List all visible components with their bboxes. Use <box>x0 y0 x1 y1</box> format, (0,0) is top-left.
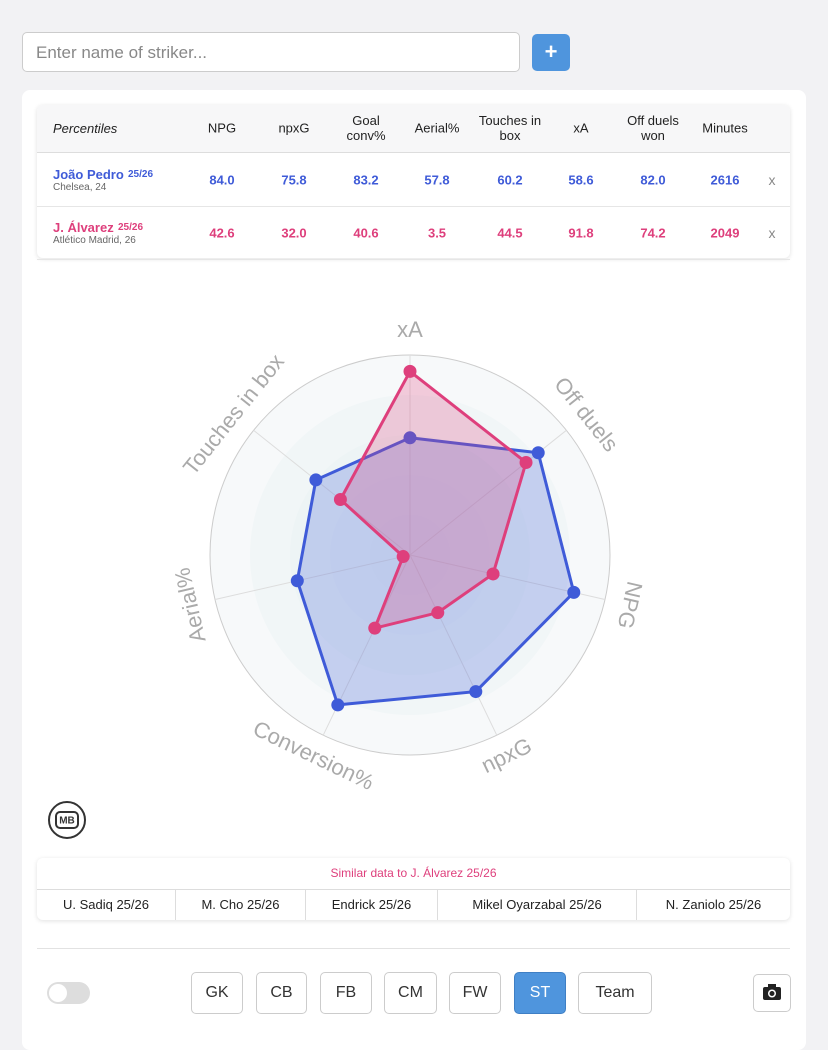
header-cell: Minutes <box>702 120 748 136</box>
series-point <box>309 473 323 487</box>
series-point <box>331 698 345 712</box>
table-value: 57.8 <box>424 172 450 188</box>
table-value: 44.5 <box>497 225 523 241</box>
toggle-knob <box>49 984 67 1002</box>
series-point <box>403 431 417 445</box>
header-cell: NPG <box>207 120 237 136</box>
series-area <box>295 436 576 707</box>
header-cell: Goal conv% <box>346 113 386 143</box>
table-value: 42.6 <box>209 225 235 241</box>
player-team: Atlético Madrid, 26 <box>53 235 136 246</box>
position-button[interactable]: FW <box>449 972 501 1014</box>
add-button[interactable]: + <box>532 34 570 71</box>
player-name: João Pedro <box>53 167 124 182</box>
remove-button[interactable]: x <box>768 172 776 188</box>
similar-player[interactable]: M. Cho 25/26 <box>176 890 306 920</box>
camera-icon <box>763 984 781 1000</box>
series-point <box>469 685 483 699</box>
series-point <box>333 493 347 507</box>
table-value: 74.2 <box>640 225 666 241</box>
header-cell: Aerial% <box>414 120 460 136</box>
page: Enter name of striker... + Percentiles NP… <box>22 32 806 1050</box>
header-cell: Percentiles <box>53 121 118 136</box>
series-area <box>338 369 528 631</box>
series-point <box>519 455 533 469</box>
player-season: 25/26 <box>128 169 154 180</box>
axis-label: xA <box>397 317 423 342</box>
table-value: 2616 <box>710 172 740 188</box>
series-point <box>403 364 417 378</box>
similar-box: Similar data to J. Álvarez 25/26 U. Sadi… <box>37 858 790 920</box>
similar-player[interactable]: Mikel Oyarzabal 25/26 <box>438 890 637 920</box>
series-point <box>396 550 410 564</box>
similar-title: Similar data to J. Álvarez 25/26 <box>37 858 790 890</box>
toggle[interactable] <box>47 982 90 1004</box>
logo-ring <box>48 801 86 839</box>
header-cell: Touches in box <box>478 113 542 143</box>
logo: MB <box>48 801 86 839</box>
axis-label: Aerial% <box>169 565 210 644</box>
series-point <box>431 606 445 620</box>
table-value: 75.8 <box>281 172 307 188</box>
table-row: J. Álvarez 25/26 Atlético Madrid, 26 42.6 32… <box>37 206 790 260</box>
table-header: Percentiles NPG npxG Goal conv% Aerial% Touch… <box>37 105 790 153</box>
position-button[interactable]: CB <box>256 972 307 1014</box>
similar-player[interactable]: U. Sadiq 25/26 <box>37 890 176 920</box>
position-button[interactable]: Team <box>578 972 652 1014</box>
series-point <box>290 574 304 588</box>
player-name: J. Álvarez <box>53 220 114 235</box>
search-input[interactable]: Enter name of striker... <box>22 32 520 72</box>
divider <box>37 948 790 949</box>
similar-player[interactable]: Endrick 25/26 <box>306 890 438 920</box>
header-cell: npxG <box>278 120 310 136</box>
table-value: 40.6 <box>353 225 379 241</box>
header-cell: Off duels won <box>627 113 679 143</box>
logo-box <box>55 811 79 829</box>
table-value: 83.2 <box>353 172 379 188</box>
position-button[interactable]: GK <box>191 972 243 1014</box>
table-value: 82.0 <box>640 172 666 188</box>
table-value: 32.0 <box>281 225 307 241</box>
position-button[interactable]: FB <box>320 972 372 1014</box>
axis-label: NPG <box>613 579 648 631</box>
percentile-table: Percentiles NPG npxG Goal conv% Aerial% Touch… <box>37 105 790 260</box>
spoke <box>253 429 411 556</box>
table-value: 91.8 <box>568 225 594 241</box>
series-point <box>567 585 581 599</box>
table-value: 58.6 <box>568 172 594 188</box>
camera-button[interactable] <box>753 974 791 1012</box>
player-team: Chelsea, 24 <box>53 182 107 193</box>
table-value: 3.5 <box>427 225 447 241</box>
series-point <box>531 446 545 460</box>
position-button[interactable]: CM <box>384 972 437 1014</box>
table-row: João Pedro 25/26 Chelsea, 24 84.0 75.8 83.2 57… <box>37 153 790 207</box>
series-point <box>368 621 382 635</box>
header-cell: xA <box>573 120 589 136</box>
series-point <box>486 567 500 581</box>
position-button[interactable]: ST <box>514 972 566 1014</box>
logo-text: MB <box>59 816 75 827</box>
player-season: 25/26 <box>118 222 144 233</box>
remove-button[interactable]: x <box>768 225 776 241</box>
spoke <box>409 554 498 736</box>
table-value: 2049 <box>710 225 740 241</box>
table-value: 84.0 <box>209 172 235 188</box>
similar-player[interactable]: N. Zaniolo 25/26 <box>665 897 762 912</box>
spoke <box>214 554 411 600</box>
table-value: 60.2 <box>497 172 523 188</box>
